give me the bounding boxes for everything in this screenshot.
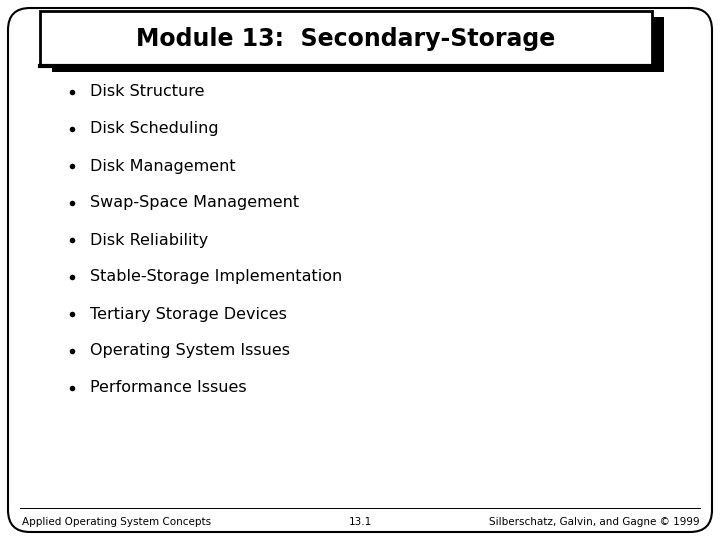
Text: Silberschatz, Galvin, and Gagne © 1999: Silberschatz, Galvin, and Gagne © 1999 — [490, 517, 700, 527]
Text: Disk Management: Disk Management — [90, 159, 235, 173]
Text: 13.1: 13.1 — [348, 517, 372, 527]
Text: Performance Issues: Performance Issues — [90, 381, 247, 395]
FancyBboxPatch shape — [8, 8, 712, 532]
Text: Stable-Storage Implementation: Stable-Storage Implementation — [90, 269, 342, 285]
Text: Tertiary Storage Devices: Tertiary Storage Devices — [90, 307, 287, 321]
Text: Disk Reliability: Disk Reliability — [90, 233, 208, 247]
Bar — [52, 17, 664, 72]
Text: Swap-Space Management: Swap-Space Management — [90, 195, 299, 211]
Text: Module 13:  Secondary-Storage: Module 13: Secondary-Storage — [136, 27, 556, 51]
Text: Operating System Issues: Operating System Issues — [90, 343, 290, 359]
Text: Disk Scheduling: Disk Scheduling — [90, 122, 219, 137]
Text: Applied Operating System Concepts: Applied Operating System Concepts — [22, 517, 211, 527]
Bar — [40, 11, 652, 66]
Text: Disk Structure: Disk Structure — [90, 84, 204, 99]
